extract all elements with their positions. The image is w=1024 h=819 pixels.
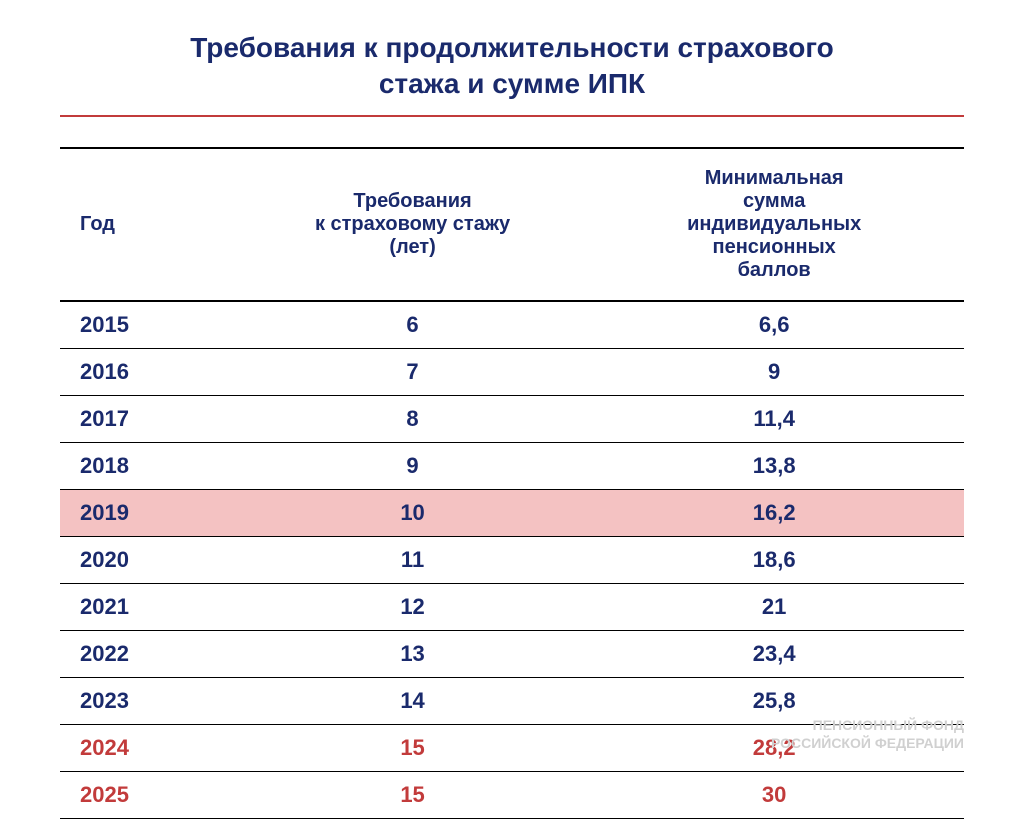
page-title: Требования к продолжительности страховог… <box>60 30 964 103</box>
cell-stazh: 11 <box>241 536 585 583</box>
cell-year: 2024 <box>60 724 241 771</box>
footer-line2: РОССИЙСКОЙ ФЕДЕРАЦИИ <box>771 735 964 751</box>
title-line1: Требования к продолжительности страховог… <box>190 32 833 63</box>
cell-stazh: 8 <box>241 395 585 442</box>
header-year: Год <box>60 148 241 301</box>
header-ipk: Минимальная сумма индивидуальных пенсион… <box>584 148 964 301</box>
cell-stazh: 6 <box>241 301 585 349</box>
footer-line1: ПЕНСИОННЫЙ ФОНД <box>813 717 964 733</box>
cell-ipk: 23,4 <box>584 630 964 677</box>
table-row: 20251530 <box>60 771 964 818</box>
cell-ipk: 6,6 <box>584 301 964 349</box>
cell-ipk: 13,8 <box>584 442 964 489</box>
title-line2: стажа и сумме ИПК <box>379 68 645 99</box>
cell-year: 2018 <box>60 442 241 489</box>
cell-ipk: 11,4 <box>584 395 964 442</box>
cell-year: 2019 <box>60 489 241 536</box>
cell-stazh: 15 <box>241 724 585 771</box>
table-header-row: Год Требования к страховому стажу (лет) … <box>60 148 964 301</box>
cell-ipk: 18,6 <box>584 536 964 583</box>
title-underline <box>60 115 964 117</box>
cell-ipk: 16,2 <box>584 489 964 536</box>
cell-stazh: 15 <box>241 771 585 818</box>
cell-year: 2016 <box>60 348 241 395</box>
cell-stazh: 13 <box>241 630 585 677</box>
cell-ipk: 30 <box>584 771 964 818</box>
cell-year: 2015 <box>60 301 241 349</box>
cell-ipk: 21 <box>584 583 964 630</box>
header-stazh: Требования к страховому стажу (лет) <box>241 148 585 301</box>
table-row: 201679 <box>60 348 964 395</box>
table-row: 20191016,2 <box>60 489 964 536</box>
cell-year: 2021 <box>60 583 241 630</box>
table-row: 20201118,6 <box>60 536 964 583</box>
cell-year: 2023 <box>60 677 241 724</box>
cell-year: 2017 <box>60 395 241 442</box>
cell-stazh: 10 <box>241 489 585 536</box>
table-row: 201566,6 <box>60 301 964 349</box>
table-row: 20211221 <box>60 583 964 630</box>
cell-year: 2022 <box>60 630 241 677</box>
table-row: 2018913,8 <box>60 442 964 489</box>
cell-ipk: 9 <box>584 348 964 395</box>
cell-year: 2025 <box>60 771 241 818</box>
footer: ПЕНСИОННЫЙ ФОНД РОССИЙСКОЙ ФЕДЕРАЦИИ <box>771 716 964 752</box>
table-row: 20221323,4 <box>60 630 964 677</box>
table-row: 2017811,4 <box>60 395 964 442</box>
cell-stazh: 9 <box>241 442 585 489</box>
cell-year: 2020 <box>60 536 241 583</box>
cell-stazh: 12 <box>241 583 585 630</box>
cell-stazh: 14 <box>241 677 585 724</box>
cell-stazh: 7 <box>241 348 585 395</box>
